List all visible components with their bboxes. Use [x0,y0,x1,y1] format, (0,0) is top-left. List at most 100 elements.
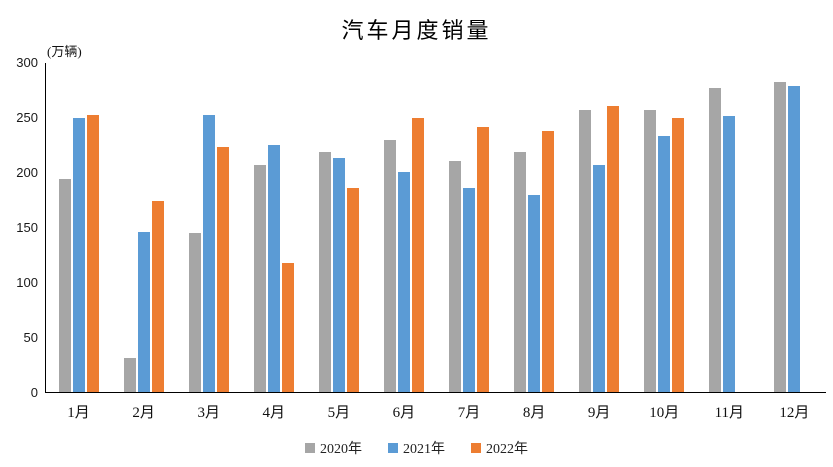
legend-item-2021年: 2021年 [388,438,445,458]
y-tick-label: 200 [16,165,38,180]
bar-slot [802,63,814,392]
bar-group-7月 [436,63,501,392]
bar-2020年-12月 [773,81,786,392]
bar-2021年-3月 [202,114,215,392]
legend-item-2020年: 2020年 [305,438,362,458]
y-tick-label: 150 [16,220,38,235]
bar-2020年-10月 [643,110,656,392]
legend: 2020年 2021年 2022年 [0,438,833,458]
x-tick-label: 6月 [392,405,416,421]
y-tick-label: 300 [16,55,38,70]
y-axis: 300 250 200 150 100 50 0 [0,56,38,400]
bar-2022年-7月 [476,126,489,392]
bar-slot [787,63,800,392]
bar-slot [592,63,605,392]
x-axis: 1月 2月 3月 4月 5月 6月 7月 8月 9月 10月 11月 12月 [46,401,827,422]
bar-group-11月 [696,63,761,392]
bar-slot [722,63,735,392]
bar-group-5月 [306,63,371,392]
bar-2022年-10月 [671,117,684,392]
chart-title: 汽车月度销量 [341,18,492,43]
bar-slot [86,63,99,392]
bar-slot [58,63,71,392]
bar-2020年-8月 [513,151,526,392]
x-tick-label: 4月 [262,405,286,421]
bar-2021年-7月 [462,188,475,392]
bar-slot [216,63,229,392]
x-tick-label: 3月 [197,405,220,421]
bar-slot [137,63,150,392]
bar-slot [671,63,684,392]
bar-2022年-8月 [541,131,554,392]
y-tick-label: 250 [16,110,38,125]
bar-slot [578,63,591,392]
x-tick-label: 10月 [649,405,680,421]
bar-slot [123,63,136,392]
bar-2020年-2月 [123,358,136,392]
legend-swatch-icon [471,443,481,453]
bar-slot [643,63,656,392]
legend-label: 2020年 [320,442,362,457]
bar-2020年-3月 [188,232,201,392]
bar-2021年-5月 [332,158,345,392]
legend-label: 2021年 [403,442,445,457]
bar-slot [462,63,475,392]
bar-2021年-9月 [592,165,605,392]
x-tick-label: 9月 [587,405,611,421]
bar-slot [346,63,359,392]
bar-group-2月 [111,63,176,392]
bar-2020年-7月 [448,160,461,392]
bar-2020年-1月 [58,179,71,392]
bar-group-6月 [371,63,436,392]
bar-slot [332,63,345,392]
bar-2021年-2月 [137,231,150,392]
bar-slot [737,63,749,392]
x-tick-label: 12月 [779,405,810,421]
bar-slot [151,63,164,392]
bar-2020年-9月 [578,110,591,392]
bars-container [46,63,826,392]
bar-slot [476,63,489,392]
x-tick-label: 7月 [457,405,481,421]
bar-2022年-9月 [606,105,619,392]
bar-slot [253,63,266,392]
x-tick-label: 8月 [522,405,546,421]
bar-2021年-11月 [722,115,735,392]
bar-2021年-6月 [397,171,410,392]
bar-2020年-5月 [318,151,331,392]
y-axis-unit-label: (万辆) [47,44,82,59]
bar-slot [708,63,721,392]
bar-slot [267,63,280,392]
bar-group-10月 [631,63,696,392]
bar-2021年-10月 [657,136,670,392]
bar-slot [397,63,410,392]
plot-area [45,63,826,393]
bar-2022年-2月 [151,201,164,392]
bar-group-1月 [46,63,111,392]
bar-2022年-4月 [281,262,294,392]
legend-swatch-icon [305,443,315,453]
bar-slot [411,63,424,392]
bar-2020年-4月 [253,165,266,392]
y-tick-label: 100 [16,275,38,290]
bar-group-4月 [241,63,306,392]
legend-item-2022年: 2022年 [471,438,528,458]
bar-group-3月 [176,63,241,392]
legend-label: 2022年 [486,442,528,457]
y-tick-label: 0 [30,385,38,400]
bar-2021年-1月 [72,117,85,392]
bar-group-8月 [501,63,566,392]
bar-2022年-1月 [86,114,99,392]
bar-slot [188,63,201,392]
bar-slot [527,63,540,392]
x-tick-label: 11月 [714,405,745,421]
bar-2022年-6月 [411,117,424,392]
bar-slot [281,63,294,392]
bar-slot [541,63,554,392]
y-tick-label: 50 [23,330,38,345]
bar-group-12月 [761,63,826,392]
bar-slot [72,63,85,392]
bar-group-9月 [566,63,631,392]
bar-2020年-11月 [708,88,721,392]
